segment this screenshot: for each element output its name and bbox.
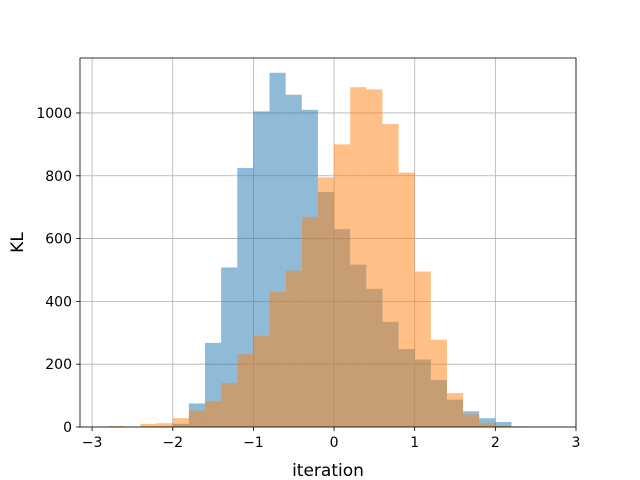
histogram-bar: [253, 335, 270, 427]
histogram-bar: [285, 270, 302, 427]
histogram-bar: [382, 123, 399, 427]
histogram-bar: [350, 87, 367, 427]
histogram-bar: [108, 426, 125, 427]
histogram-bar: [188, 410, 206, 427]
histogram-bar: [463, 414, 480, 427]
histogram-bar: [269, 291, 286, 427]
y-tick-label: 200: [45, 357, 72, 373]
histogram-bar: [221, 383, 238, 427]
y-tick-label: 400: [45, 294, 72, 310]
histogram-bar: [334, 144, 351, 428]
histogram-bar: [495, 421, 512, 427]
histogram-bar: [237, 354, 254, 427]
histogram-bar: [430, 339, 447, 427]
histogram-bar: [205, 401, 222, 427]
histogram-bar: [446, 393, 464, 427]
histogram-bar: [366, 89, 383, 427]
histogram-bar: [398, 172, 415, 427]
y-tick-label: 0: [63, 420, 72, 436]
x-tick-label: 0: [330, 435, 339, 451]
histogram-bar: [140, 423, 157, 427]
x-tick-label: 2: [491, 435, 500, 451]
histogram-bar: [479, 423, 496, 427]
y-tick-label: 600: [45, 232, 72, 248]
histogram-bar: [495, 425, 512, 427]
x-tick-label: −2: [162, 435, 183, 451]
x-axis-label: iteration: [292, 461, 364, 480]
x-tick-label: 3: [572, 435, 581, 451]
plot-frame: [79, 57, 577, 428]
x-tick-label: −3: [82, 435, 103, 451]
y-axis-label: KL: [8, 232, 28, 253]
x-tick-label: −1: [243, 435, 264, 451]
histogram-bar: [301, 217, 318, 427]
histogram-bar: [172, 418, 189, 427]
y-tick-label: 1000: [36, 106, 72, 122]
x-tick-label: 1: [410, 435, 419, 451]
histogram-bar: [156, 423, 173, 427]
y-tick-label: 800: [45, 169, 72, 185]
histogram-bars: [108, 72, 528, 428]
histogram-bar: [317, 177, 335, 427]
histogram-bar: [414, 271, 431, 427]
series-1: [108, 87, 512, 428]
histogram-bar: [479, 418, 496, 427]
axis-ticks: −3 −2 −1 0 1 2 3 0 200 400 600 800 1000: [36, 106, 580, 451]
